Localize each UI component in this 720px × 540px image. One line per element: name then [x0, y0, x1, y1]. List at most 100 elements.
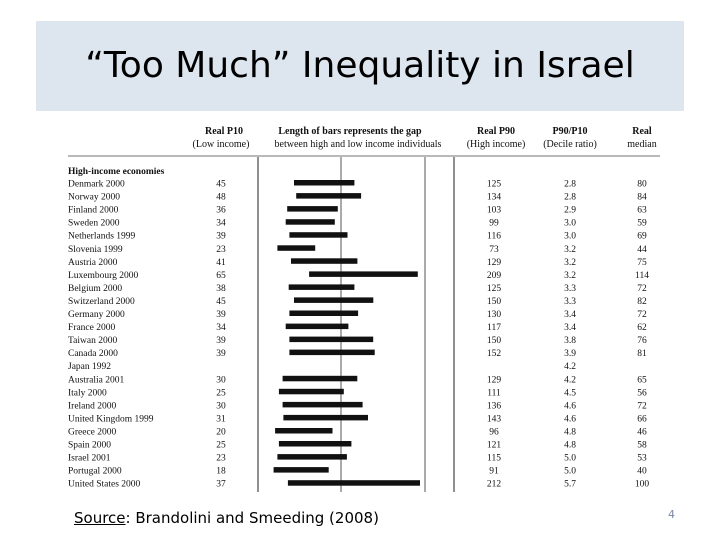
row-p90: 150: [487, 297, 502, 307]
row-p90: 115: [487, 454, 501, 464]
header-bars-line1: Length of bars represents the gap: [278, 126, 422, 137]
row-country: Norway 2000: [68, 193, 120, 203]
row-median: 76: [637, 336, 647, 346]
source-citation: : Brandolini and Smeeding (2008): [125, 509, 379, 527]
row-p10: 65: [216, 271, 226, 281]
row-country: Belgium 2000: [68, 284, 122, 294]
row-ratio: 3.4: [564, 323, 576, 333]
row-p10: 18: [216, 467, 226, 477]
gap-bar: [277, 454, 347, 460]
gap-bar: [287, 206, 338, 212]
row-ratio: 4.6: [564, 401, 576, 411]
row-country: United Kingdom 1999: [68, 414, 154, 424]
row-p90: 116: [487, 232, 501, 242]
row-p10: 36: [216, 206, 226, 216]
row-median: 66: [637, 414, 647, 424]
row-p10: 45: [216, 180, 226, 190]
row-country: Greece 2000: [68, 427, 117, 437]
row-median: 62: [637, 323, 647, 333]
row-p90: 130: [487, 310, 502, 320]
row-country: Finland 2000: [68, 206, 119, 216]
row-p10: 39: [216, 336, 226, 346]
row-p90: 99: [489, 219, 499, 229]
row-p10: 39: [216, 310, 226, 320]
gap-bar: [288, 284, 355, 290]
row-p10: 30: [216, 375, 226, 385]
row-country: Netherlands 1999: [68, 232, 136, 242]
row-country: Spain 2000: [68, 441, 111, 451]
row-country: Taiwan 2000: [68, 336, 117, 346]
row-ratio: 3.4: [564, 310, 576, 320]
row-ratio: 5.7: [564, 480, 576, 490]
row-median: 82: [637, 297, 647, 307]
row-median: 84: [637, 193, 647, 203]
gap-bar: [289, 336, 374, 343]
row-median: 114: [635, 271, 649, 281]
gap-bar: [285, 323, 349, 330]
row-p90: 143: [487, 414, 502, 424]
row-p10: 25: [216, 441, 226, 451]
row-p10: 23: [216, 245, 226, 255]
header-median-line1: Real: [632, 126, 652, 137]
row-p90: 91: [489, 467, 499, 477]
row-ratio: 3.0: [564, 232, 576, 242]
row-p90: 209: [487, 271, 502, 281]
row-country: Italy 2000: [68, 388, 107, 398]
table-rows: Denmark 2000 45 125 2.8 80 Norway 2000 48 134 2.…: [68, 180, 649, 490]
row-median: 63: [637, 206, 647, 216]
gap-bar: [294, 180, 355, 186]
row-p90: 73: [489, 245, 499, 255]
row-ratio: 3.2: [564, 245, 576, 255]
row-p90: 150: [487, 336, 502, 346]
row-p90: 96: [489, 427, 499, 437]
gap-bar: [278, 441, 352, 447]
row-ratio: 4.5: [564, 388, 576, 398]
row-country: Australia 2001: [68, 375, 124, 385]
row-p90: 111: [487, 388, 501, 398]
row-country: Canada 2000: [68, 349, 118, 359]
row-ratio: 4.8: [564, 441, 576, 451]
row-p90: 125: [487, 284, 502, 294]
row-country: Israel 2001: [68, 454, 111, 464]
gap-bar: [273, 467, 329, 473]
row-median: 100: [635, 480, 650, 490]
row-country: Japan 1992: [68, 362, 111, 372]
row-p90: 103: [487, 206, 502, 216]
row-country: Switzerland 2000: [68, 297, 135, 307]
row-median: 59: [637, 219, 647, 229]
source-label: Source: [74, 509, 126, 527]
row-ratio: 2.8: [564, 180, 576, 190]
row-median: 72: [637, 310, 647, 320]
row-p90: 121: [487, 441, 502, 451]
row-p90: 117: [487, 323, 501, 333]
row-ratio: 3.2: [564, 271, 576, 281]
gap-bar: [309, 271, 418, 277]
row-country: Sweden 2000: [68, 219, 120, 229]
row-median: 46: [637, 427, 647, 437]
slide-title: “Too Much” Inequality in Israel: [85, 45, 635, 86]
row-median: 40: [637, 467, 647, 477]
gap-bar: [282, 401, 363, 408]
gap-bar: [275, 428, 333, 434]
row-ratio: 4.6: [564, 414, 576, 424]
row-p90: 152: [487, 349, 502, 359]
header-ratio-line2: (Decile ratio): [543, 139, 597, 150]
header-bars-line2: between high and low income individuals: [275, 139, 442, 150]
gap-bar: [289, 232, 348, 238]
row-country: United States 2000: [68, 480, 141, 490]
gap-bar: [287, 480, 420, 486]
group-label: High-income economies: [68, 167, 165, 177]
header-p10-line1: Real P10: [205, 126, 243, 137]
header-ratio-line1: P90/P10: [553, 126, 588, 137]
row-median: 80: [637, 180, 647, 190]
row-p10: 20: [216, 427, 226, 437]
gap-bar: [283, 414, 368, 421]
row-ratio: 3.3: [564, 284, 576, 294]
source-note: Source: Brandolini and Smeeding (2008): [74, 509, 379, 527]
row-median: 69: [637, 232, 647, 242]
row-p90: 134: [487, 193, 502, 203]
row-country: Luxembourg 2000: [68, 271, 139, 281]
row-median: 72: [637, 401, 647, 411]
row-ratio: 3.9: [564, 349, 576, 359]
row-p10: 41: [216, 258, 226, 268]
